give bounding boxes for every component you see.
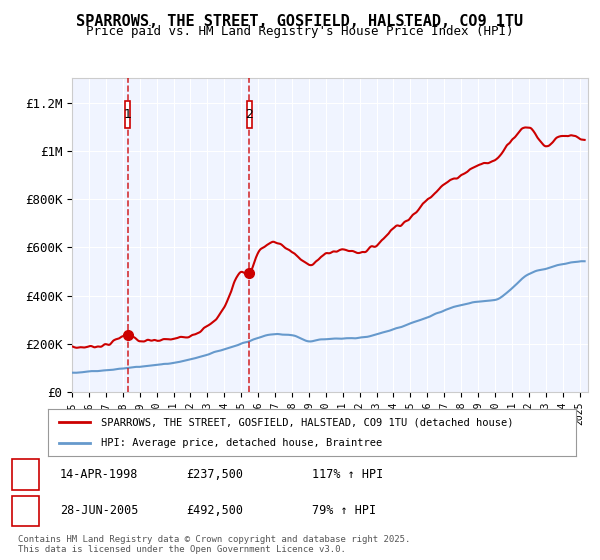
Text: Price paid vs. HM Land Registry's House Price Index (HPI): Price paid vs. HM Land Registry's House … bbox=[86, 25, 514, 38]
FancyBboxPatch shape bbox=[125, 101, 130, 128]
Text: 2: 2 bbox=[22, 505, 29, 517]
Text: 117% ↑ HPI: 117% ↑ HPI bbox=[312, 468, 383, 481]
Text: £492,500: £492,500 bbox=[186, 505, 243, 517]
Text: 79% ↑ HPI: 79% ↑ HPI bbox=[312, 505, 376, 517]
Text: 1: 1 bbox=[124, 108, 131, 121]
Text: £237,500: £237,500 bbox=[186, 468, 243, 481]
Text: HPI: Average price, detached house, Braintree: HPI: Average price, detached house, Brai… bbox=[101, 438, 382, 448]
Text: 1: 1 bbox=[22, 468, 29, 481]
Text: SPARROWS, THE STREET, GOSFIELD, HALSTEAD, CO9 1TU (detached house): SPARROWS, THE STREET, GOSFIELD, HALSTEAD… bbox=[101, 417, 513, 427]
Text: SPARROWS, THE STREET, GOSFIELD, HALSTEAD, CO9 1TU: SPARROWS, THE STREET, GOSFIELD, HALSTEAD… bbox=[76, 14, 524, 29]
Text: Contains HM Land Registry data © Crown copyright and database right 2025.
This d: Contains HM Land Registry data © Crown c… bbox=[18, 535, 410, 554]
FancyBboxPatch shape bbox=[247, 101, 252, 128]
Text: 28-JUN-2005: 28-JUN-2005 bbox=[60, 505, 139, 517]
Text: 2: 2 bbox=[245, 108, 253, 121]
Text: 14-APR-1998: 14-APR-1998 bbox=[60, 468, 139, 481]
